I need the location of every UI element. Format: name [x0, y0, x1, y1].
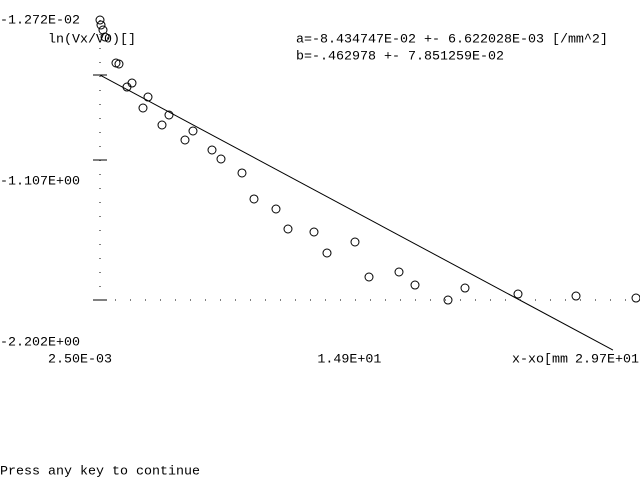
data-point	[114, 59, 124, 69]
annotation: b=-.462978 +- 7.851259E-02	[296, 50, 504, 65]
annotation: a=-8.434747E-02 +- 6.622028E-03 [/mm^2]	[296, 33, 608, 48]
data-point	[95, 15, 105, 25]
data-point	[513, 289, 523, 299]
data-point	[100, 32, 110, 42]
y-tick-label: -2.202E+00	[0, 336, 80, 351]
x-axis-label: x-xo[mm	[512, 353, 568, 368]
data-point	[460, 283, 470, 293]
data-point	[631, 293, 640, 303]
data-point	[98, 25, 108, 35]
x-tick-label: 2.50E-03	[48, 353, 112, 368]
data-point	[207, 145, 217, 155]
y-tick-label: -1.272E-02	[0, 14, 80, 29]
data-point	[237, 168, 247, 178]
data-point	[283, 224, 293, 234]
data-point	[249, 194, 259, 204]
data-point	[364, 272, 374, 282]
data-point	[350, 237, 360, 247]
data-point	[138, 103, 148, 113]
y-axis-label: ln(Vx/V0)[]	[48, 33, 136, 48]
data-point	[180, 135, 190, 145]
y-tick-label: -1.107E+00	[0, 174, 80, 189]
data-point	[157, 120, 167, 130]
data-point	[322, 248, 332, 258]
data-point	[188, 126, 198, 136]
footer: Press any key to continue	[0, 465, 200, 480]
data-point	[216, 154, 226, 164]
x-tick-label: 1.49E+01	[317, 353, 381, 368]
x-tick-label: 2.97E+01	[575, 353, 639, 368]
data-point	[394, 267, 404, 277]
data-point	[309, 227, 319, 237]
data-point	[410, 280, 420, 290]
data-point	[164, 110, 174, 120]
data-point	[443, 295, 453, 305]
data-point	[571, 291, 581, 301]
fit-line	[99, 74, 614, 351]
data-point	[96, 20, 106, 30]
data-point	[271, 204, 281, 214]
data-point	[127, 78, 137, 88]
data-point	[143, 92, 153, 102]
